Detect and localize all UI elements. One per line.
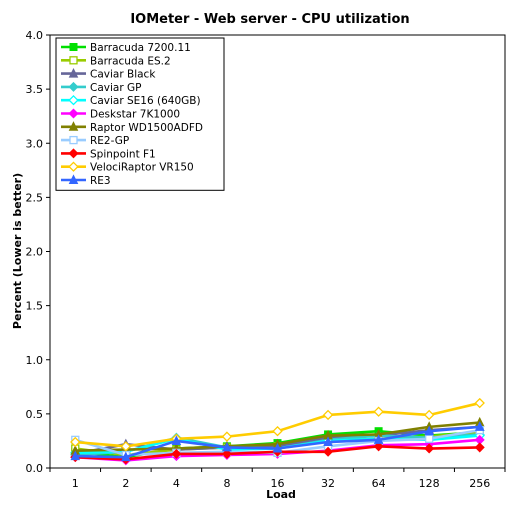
x-tick-label: 4 <box>173 477 180 490</box>
legend-label: VelociRaptor VR150 <box>90 162 194 174</box>
legend-item: Caviar Black <box>61 67 156 81</box>
data-point <box>323 436 333 447</box>
y-tick-label: 1.5 <box>26 300 44 313</box>
legend-item: Barracuda 7200.11 <box>61 42 191 54</box>
data-point <box>425 434 434 443</box>
legend-swatch-marker <box>69 135 78 145</box>
y-tick-label: 4.0 <box>26 29 44 42</box>
y-tick-label: 0.0 <box>26 462 44 475</box>
legend-label: Barracuda 7200.11 <box>90 42 191 54</box>
legend-item: Spinpoint F1 <box>61 148 156 160</box>
legend-item: Caviar SE16 (640GB) <box>61 94 201 107</box>
y-axis-title: Percent (Lower is better) <box>11 173 24 329</box>
legend-item: VelociRaptor VR150 <box>61 161 194 174</box>
legend-swatch-marker <box>68 108 79 119</box>
data-point <box>120 441 132 452</box>
legend-swatch-marker <box>68 94 79 106</box>
data-point <box>474 397 485 409</box>
x-axis-title: Load <box>266 488 296 501</box>
legend-label: Raptor WD1500ADFD <box>90 122 203 134</box>
y-tick-label: 1.0 <box>26 354 44 367</box>
data-point <box>424 425 434 436</box>
data-point <box>171 448 182 459</box>
legend-swatch-marker <box>69 43 78 51</box>
legend-swatch-marker <box>68 67 79 78</box>
x-tick-label: 32 <box>321 477 335 490</box>
legend-swatch-marker <box>69 56 78 65</box>
data-point <box>121 451 131 462</box>
plot-layer: 0.0 0.5 1.0 1.5 2.0 2.5 3.0 3.5 4.0 1 2 4 8 16 32 64 128… <box>26 29 506 490</box>
y-tick-label: 2.5 <box>26 191 44 204</box>
y-tick-label: 2.0 <box>26 246 44 259</box>
legend-label: Caviar Black <box>90 69 156 81</box>
x-tick-label: 2 <box>122 477 129 490</box>
data-point <box>424 443 435 454</box>
legend-label: Caviar GP <box>90 82 141 94</box>
x-tick-label: 256 <box>469 477 490 490</box>
legend-swatch-marker <box>68 121 79 131</box>
y-tick-label: 3.5 <box>26 83 44 96</box>
data-point <box>221 448 232 459</box>
x-tick-label: 1 <box>72 477 79 490</box>
data-point <box>373 434 384 444</box>
data-point <box>373 441 384 452</box>
data-point <box>272 425 283 437</box>
legend-label: Deskstar 7K1000 <box>90 109 180 121</box>
x-tick-label: 8 <box>223 477 230 490</box>
data-point <box>323 446 334 457</box>
y-tick-label: 3.0 <box>26 137 44 150</box>
data-point <box>474 421 485 431</box>
legend-item: RE2-GP <box>61 135 129 147</box>
data-point <box>272 442 283 453</box>
chart-title: IOMeter - Web server - CPU utilization <box>130 12 409 27</box>
legend-item: Caviar GP <box>61 81 141 94</box>
legend-swatch-marker <box>68 81 79 92</box>
legend-label: RE3 <box>90 175 111 187</box>
data-point <box>474 442 485 453</box>
data-point <box>423 409 435 421</box>
data-point <box>70 450 81 461</box>
x-tick-label: 64 <box>372 477 386 490</box>
legend-label: Barracuda ES.2 <box>90 55 171 67</box>
legend-item: Raptor WD1500ADFD <box>61 121 203 134</box>
legend-swatch-marker <box>68 148 79 159</box>
data-point <box>322 409 334 421</box>
data-point <box>222 441 232 452</box>
x-tick-label: 128 <box>419 477 440 490</box>
y-tick-label: 0.5 <box>26 408 44 421</box>
legend-swatch-marker <box>68 161 79 172</box>
data-point <box>171 435 182 445</box>
x-tick-label: 16 <box>271 477 285 490</box>
series-re3 <box>70 421 485 462</box>
legend-swatch-marker <box>68 174 79 184</box>
legend-label: RE2-GP <box>90 135 129 147</box>
legend-item: Barracuda ES.2 <box>61 55 171 67</box>
legend-item: RE3 <box>61 174 111 187</box>
data-point <box>373 406 384 417</box>
data-point <box>221 431 233 442</box>
data-point <box>70 436 81 448</box>
legend-label: Caviar SE16 (640GB) <box>90 95 201 107</box>
legend-item: Deskstar 7K1000 <box>61 108 180 121</box>
legend-label: Spinpoint F1 <box>90 148 156 160</box>
